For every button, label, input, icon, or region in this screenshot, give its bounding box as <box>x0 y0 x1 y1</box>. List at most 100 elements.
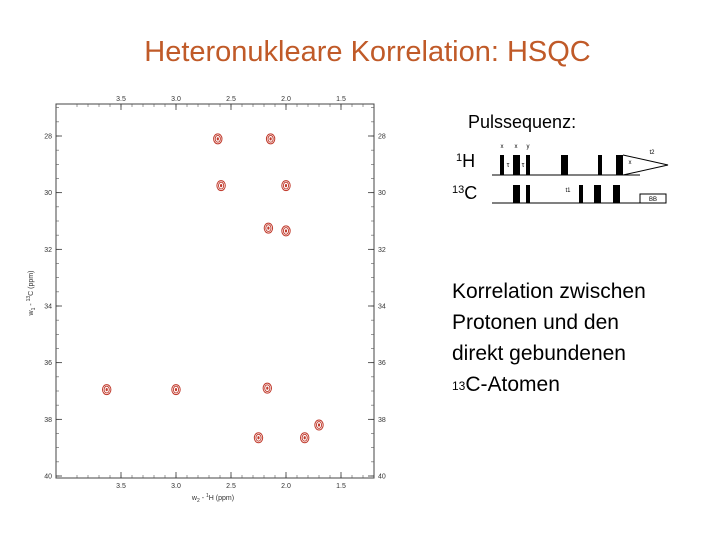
x-tick-label: 3.0 <box>171 96 181 103</box>
peak-group <box>102 133 324 444</box>
y-tick-label: 38 <box>378 417 386 424</box>
description-text: Korrelation zwischen Protonen und den di… <box>452 276 714 400</box>
tau-label: τ <box>522 162 525 169</box>
peak-contour-core <box>216 137 219 141</box>
cross-peak <box>253 432 264 444</box>
carbon-channel-label: 13C <box>452 183 477 204</box>
cross-peak <box>262 382 272 394</box>
peak-contour-outer <box>281 225 291 237</box>
description-line: direkt gebundenen <box>452 342 626 365</box>
peak-contour-outer <box>171 384 181 396</box>
peak-contour-mid <box>282 227 290 235</box>
y-tick-label: 32 <box>378 247 386 254</box>
proton-symbol: H <box>462 151 476 171</box>
peak-contour-outer <box>265 133 276 145</box>
peak-contour-outer <box>262 382 272 394</box>
proton-channel-label: 1H <box>456 151 475 172</box>
peak-contour-mid <box>172 385 180 394</box>
peak-contour-outer <box>216 180 226 192</box>
x-tick-label: 1.5 <box>336 483 346 490</box>
tau-label: τ <box>507 162 510 169</box>
peak-contour-core <box>303 436 306 440</box>
y-tick-label: 30 <box>378 190 386 197</box>
y-tick-label: 30 <box>44 190 52 197</box>
peak-contour-mid <box>315 421 323 429</box>
peak-contour-core <box>257 436 260 440</box>
peak-contour-mid <box>282 181 290 190</box>
y-axis-label: w1 - 13C (ppm) <box>26 271 37 317</box>
peak-contour-outer <box>314 419 324 431</box>
cross-peak <box>102 384 112 396</box>
bb-decoupling-box <box>639 193 667 204</box>
carbon-pulse-90-1 <box>526 185 530 203</box>
x-tick-label: 1.5 <box>336 96 346 103</box>
peak-contour-core <box>220 183 223 188</box>
proton-pulse-90-2 <box>526 155 530 175</box>
peak-contour-mid <box>218 181 225 190</box>
description-line-rest: C-Atomen <box>465 373 560 396</box>
peak-contour-core <box>284 183 288 188</box>
phase-label: x <box>501 144 504 150</box>
carbon-pulse-180-2 <box>594 185 601 203</box>
x-tick-label: 2.0 <box>281 96 291 103</box>
axis-ticks: 3.5 3.5 3.0 3.0 2.5 2.5 2.0 2.0 1.5 1.5 28 28 30 30 32… <box>44 96 386 490</box>
peak-contour-mid <box>103 385 110 394</box>
carbon-pulse-180-3 <box>613 185 620 203</box>
x-tick-label: 3.0 <box>171 483 181 490</box>
carbon-mass-number: 13 <box>452 184 465 196</box>
hsqc-spectrum: 3.5 3.5 3.0 3.0 2.5 2.5 2.0 2.0 1.5 1.5 28 28 30 30 32… <box>26 96 386 504</box>
y-tick-label: 40 <box>44 474 52 481</box>
phase-label: y <box>527 144 530 150</box>
cross-peak <box>171 384 181 396</box>
carbon-pulse-180-1 <box>513 185 520 203</box>
peak-contour-outer <box>281 180 291 192</box>
x-tick-label: 2.5 <box>226 483 236 490</box>
t2-label: t2 <box>649 150 655 156</box>
phase-label: x <box>515 144 518 150</box>
carbon-mass-superscript: 13 <box>452 379 466 393</box>
peak-contour-core <box>269 137 272 141</box>
carbon-symbol: C <box>464 183 478 203</box>
t1-label: t1 <box>565 188 571 194</box>
x-tick-label: 3.5 <box>116 96 126 103</box>
peak-contour-core <box>267 226 270 230</box>
proton-mass-number: 1 <box>456 152 463 164</box>
peak-contour-mid <box>255 433 262 442</box>
peak-contour-mid <box>214 134 221 143</box>
peak-contour-mid <box>267 134 274 143</box>
y-tick-label: 38 <box>44 417 52 424</box>
y-tick-label: 36 <box>44 360 52 367</box>
peak-contour-mid <box>301 433 308 442</box>
cross-peak <box>213 133 223 145</box>
y-tick-label: 34 <box>44 304 52 311</box>
description-line: Korrelation zwischen <box>452 280 646 303</box>
phase-label: x <box>599 160 602 166</box>
proton-pulse-180-2 <box>561 155 568 175</box>
spectrum-frame <box>55 103 375 479</box>
cross-peak <box>216 180 226 192</box>
y-tick-label: 28 <box>44 134 52 141</box>
peak-contour-outer <box>213 133 223 145</box>
cross-peak <box>300 432 310 444</box>
proton-pulse-90-1 <box>500 155 504 175</box>
peak-contour-mid <box>265 224 272 232</box>
proton-pulse-180-3 <box>616 155 623 175</box>
carbon-pulse-90-2 <box>579 185 583 203</box>
peak-contour-core <box>284 229 288 233</box>
peak-contour-outer <box>263 222 274 234</box>
peak-contour-core <box>174 387 178 392</box>
pulse-sequence-label: Pulssequenz: <box>468 112 577 132</box>
description-line: 13C-Atomen <box>452 369 714 400</box>
cross-peak <box>265 133 276 145</box>
y-tick-label: 34 <box>378 304 386 311</box>
pulse-sequence-diagram: x x y x x τ τ t2 t1 BB <box>492 144 669 204</box>
x-tick-label: 2.0 <box>281 483 291 490</box>
peak-contour-core <box>317 423 321 427</box>
cross-peak <box>281 180 291 192</box>
cross-peak <box>281 225 291 237</box>
x-tick-label: 2.5 <box>226 96 236 103</box>
fid-acquisition <box>622 154 669 176</box>
phase-label: x <box>629 160 632 166</box>
peak-contour-outer <box>300 432 310 444</box>
y-tick-label: 36 <box>378 360 386 367</box>
